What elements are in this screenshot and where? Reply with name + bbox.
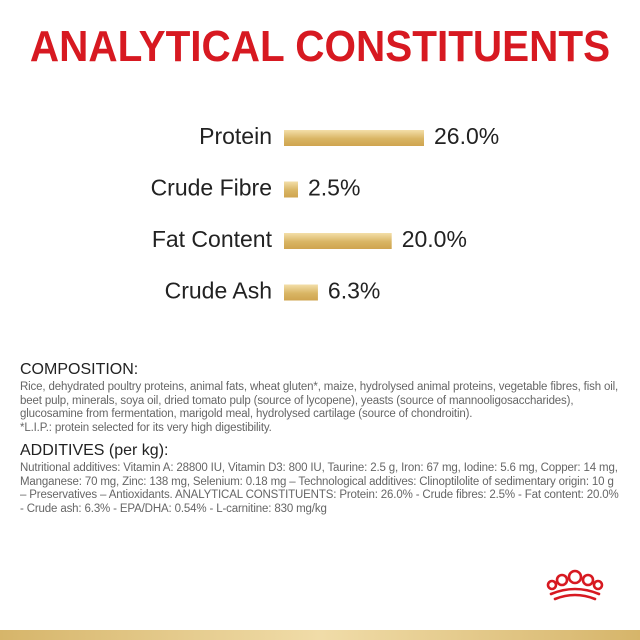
bar-crude-ash [284,284,318,301]
value-label-fat-content: 20.0% [402,226,467,252]
crown-icon [546,569,604,601]
value-label-protein: 26.0% [434,123,499,149]
category-label-fat-content: Fat Content [152,226,273,252]
category-label-protein: Protein [199,123,272,149]
composition-text: Rice, dehydrated poultry proteins, anima… [20,381,622,435]
additives-text: Nutritional additives: Vitamin A: 28800 … [20,462,619,515]
value-label-crude-fibre: 2.5% [308,175,360,201]
composition-body: Rice, dehydrated poultry proteins, anima… [20,381,619,421]
bar-crude-fibre [284,181,298,198]
value-label-crude-ash: 6.3% [328,278,380,304]
category-label-crude-fibre: Crude Fibre [151,175,272,201]
page-title: ANALYTICAL CONSTITUENTS [29,22,611,71]
composition-heading: COMPOSITION: [20,361,139,378]
bar-protein [284,130,424,146]
additives-heading: ADDITIVES (per kg): [20,442,169,459]
category-label-crude-ash: Crude Ash [165,278,272,304]
constituents-chart: Protein 26.0% Crude Fibre 2.5% Fat Content 20… [151,123,500,304]
bottom-gold-bar [0,630,640,640]
bar-fat-content [284,233,392,249]
composition-footnote: *L.I.P.: protein selected for its very h… [20,421,272,434]
